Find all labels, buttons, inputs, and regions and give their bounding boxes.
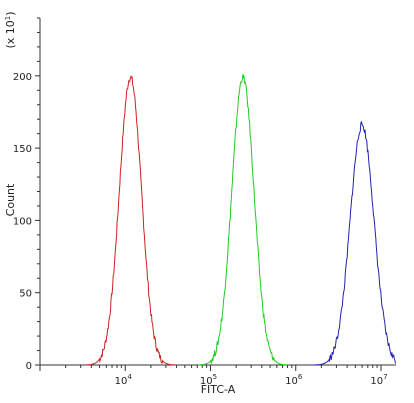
histogram-series-3	[314, 120, 396, 366]
x-tick-exponent: 5	[213, 373, 217, 381]
y-tick-label: 100	[13, 216, 32, 227]
x-tick-exponent: 4	[127, 373, 132, 381]
x-tick-exponent: 7	[383, 373, 387, 381]
histogram-series-2	[198, 74, 288, 366]
x-tick-label: 107	[370, 373, 387, 387]
axes	[39, 18, 396, 366]
y-multiplier-label: (x 101)	[4, 11, 17, 48]
histogram-series-1	[86, 74, 175, 366]
x-tick-exponent: 6	[298, 373, 303, 381]
x-tick-label: 105	[200, 373, 217, 387]
y-axis-label: Count	[4, 183, 17, 216]
x-tick-base: 10	[285, 376, 298, 387]
series-group	[86, 74, 396, 366]
x-tick-label: 104	[115, 373, 133, 387]
y-tick-label: 0	[26, 361, 32, 372]
y-multiplier-exponent: 1	[4, 16, 12, 20]
y-tick-label: 200	[13, 72, 32, 83]
y-multiplier-suffix: )	[4, 11, 17, 15]
y-tick-label: 50	[19, 289, 32, 300]
x-tick-base: 10	[370, 376, 383, 387]
y-multiplier-prefix: (x 10	[4, 20, 17, 48]
x-tick-label: 106	[285, 373, 303, 387]
y-tick-label: 150	[13, 144, 32, 155]
x-tick-base: 10	[200, 376, 213, 387]
x-axis-label: FITC-A	[201, 383, 236, 396]
x-tick-base: 10	[115, 376, 128, 387]
